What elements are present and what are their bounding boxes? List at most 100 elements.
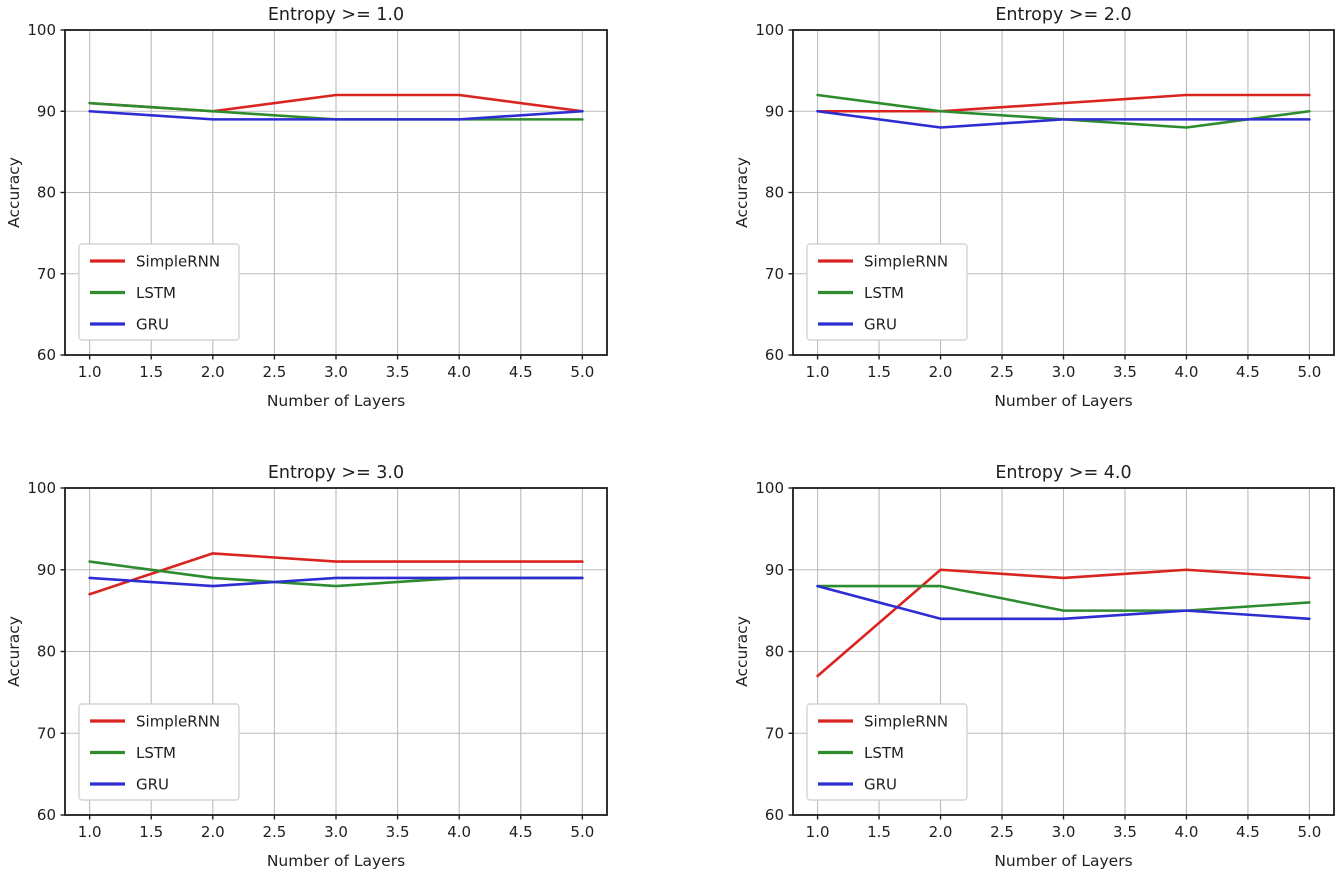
legend-box — [806, 243, 968, 341]
y-tick-label: 100 — [27, 479, 56, 497]
x-tick-label: 1.0 — [806, 363, 830, 381]
legend-label-gru: GRU — [864, 316, 897, 334]
subplot-entropy-3: 1.0 1.5 2.0 2.5 3.0 3.5 4.0 4.5 5.0 60 70 80 90 100 En… — [0, 438, 670, 876]
x-tick-label: 1.0 — [806, 823, 830, 841]
line-gru — [816, 584, 1311, 621]
chart-entropy-2: 1.0 1.5 2.0 2.5 3.0 3.5 4.0 4.5 5.0 60 70 80 90 100 En… — [733, 5, 1335, 410]
x-axis-label: Number of Layers — [267, 392, 405, 410]
legend: SimpleRNN LSTM GRU — [806, 703, 968, 801]
x-tick-label: 4.0 — [447, 363, 471, 381]
legend-label-gru: GRU — [136, 776, 169, 794]
y-tick-label: 70 — [37, 265, 56, 283]
y-tick-label: 80 — [37, 184, 56, 202]
y-tick-label: 80 — [765, 643, 784, 661]
x-axis-label: Number of Layers — [994, 392, 1132, 410]
legend-entry: GRU — [818, 316, 897, 334]
x-tick-label: 4.5 — [509, 363, 533, 381]
subplot-entropy-2: 1.0 1.5 2.0 2.5 3.0 3.5 4.0 4.5 5.0 60 70 80 90 100 En… — [670, 0, 1340, 438]
y-tick-label: 60 — [37, 806, 56, 824]
legend-label-simplernn: SimpleRNN — [136, 253, 220, 271]
x-axis-label: Number of Layers — [994, 852, 1132, 870]
x-tick-label: 3.5 — [386, 363, 410, 381]
x-tick-label: 5.0 — [570, 823, 594, 841]
y-tick-label: 90 — [765, 102, 784, 120]
line-gru — [88, 576, 584, 588]
x-tick-label: 3.0 — [1052, 363, 1076, 381]
y-tick-label: 70 — [765, 724, 784, 742]
y-tick-label: 80 — [37, 643, 56, 661]
line-simplernn — [88, 552, 584, 596]
legend: SimpleRNN LSTM GRU — [806, 243, 968, 341]
y-tick-label: 90 — [37, 561, 56, 579]
line-gru — [816, 109, 1311, 129]
legend-label-simplernn: SimpleRNN — [136, 713, 220, 731]
chart-title: Entropy >= 3.0 — [268, 463, 404, 483]
legend-entry: LSTM — [818, 744, 904, 762]
x-tick-label: 5.0 — [570, 363, 594, 381]
x-tick-label: 2.0 — [929, 823, 953, 841]
x-tick-label: 2.0 — [201, 363, 225, 381]
legend-entry: SimpleRNN — [818, 713, 948, 731]
legend-label-simplernn: SimpleRNN — [864, 253, 948, 271]
x-tick-label: 1.5 — [867, 823, 891, 841]
chart-entropy-1: 1.0 1.5 2.0 2.5 3.0 3.5 4.0 4.5 5.0 60 70 80 90 100 En… — [5, 5, 608, 410]
x-tick-label: 4.5 — [1236, 823, 1260, 841]
y-tick-label: 60 — [765, 346, 784, 364]
x-tick-label: 2.0 — [201, 823, 225, 841]
y-tick-label: 90 — [37, 102, 56, 120]
subplot-entropy-1: 1.0 1.5 2.0 2.5 3.0 3.5 4.0 4.5 5.0 60 70 80 90 100 En… — [0, 0, 670, 438]
x-tick-label: 3.5 — [1113, 823, 1137, 841]
x-tick-label: 3.0 — [324, 363, 348, 381]
x-tick-label: 3.0 — [1052, 823, 1076, 841]
y-tick-label: 80 — [765, 184, 784, 202]
line-simplernn — [816, 93, 1311, 113]
chart-entropy-3: 1.0 1.5 2.0 2.5 3.0 3.5 4.0 4.5 5.0 60 70 80 90 100 En… — [5, 463, 608, 870]
legend-box — [806, 703, 968, 801]
legend-entry: SimpleRNN — [90, 713, 220, 731]
legend-label-lstm: LSTM — [136, 284, 176, 302]
legend-entry: GRU — [90, 316, 169, 334]
x-tick-label: 4.0 — [1175, 363, 1199, 381]
legend-label-lstm: LSTM — [864, 744, 904, 762]
x-tick-label: 1.0 — [78, 363, 102, 381]
legend-label-gru: GRU — [864, 776, 897, 794]
x-axis-label: Number of Layers — [267, 852, 405, 870]
legend-label-simplernn: SimpleRNN — [864, 713, 948, 731]
y-axis-label: Accuracy — [5, 157, 23, 228]
x-tick-label: 4.0 — [447, 823, 471, 841]
line-lstm — [816, 584, 1311, 612]
x-tick-label: 3.5 — [1113, 363, 1137, 381]
x-tick-label: 4.5 — [1236, 363, 1260, 381]
y-tick-label: 100 — [755, 21, 784, 39]
x-tick-label: 2.0 — [929, 363, 953, 381]
legend-entry: LSTM — [818, 284, 904, 302]
y-tick-label: 70 — [37, 724, 56, 742]
legend-entry: GRU — [818, 776, 897, 794]
legend-label-lstm: LSTM — [864, 284, 904, 302]
y-axis-label: Accuracy — [733, 616, 751, 687]
legend: SimpleRNN LSTM GRU — [78, 703, 240, 801]
chart-title: Entropy >= 1.0 — [268, 5, 404, 25]
x-tick-label: 1.5 — [139, 363, 163, 381]
y-tick-label: 60 — [37, 346, 56, 364]
x-tick-label: 4.0 — [1175, 823, 1199, 841]
chart-title: Entropy >= 4.0 — [995, 463, 1131, 483]
legend: SimpleRNN LSTM GRU — [78, 243, 240, 341]
y-tick-label: 90 — [765, 561, 784, 579]
legend-entry: SimpleRNN — [90, 253, 220, 271]
legend-label-lstm: LSTM — [136, 744, 176, 762]
x-tick-label: 3.5 — [386, 823, 410, 841]
x-tick-label: 2.5 — [990, 823, 1014, 841]
legend-box — [78, 703, 240, 801]
legend-entry: SimpleRNN — [818, 253, 948, 271]
legend-label-gru: GRU — [136, 316, 169, 334]
line-simplernn — [816, 568, 1311, 678]
y-axis-label: Accuracy — [5, 616, 23, 687]
x-tick-label: 5.0 — [1297, 363, 1321, 381]
legend-entry: LSTM — [90, 284, 176, 302]
legend-entry: GRU — [90, 776, 169, 794]
y-tick-label: 100 — [755, 479, 784, 497]
x-tick-label: 1.0 — [78, 823, 102, 841]
legend-box — [78, 243, 240, 341]
chart-entropy-4: 1.0 1.5 2.0 2.5 3.0 3.5 4.0 4.5 5.0 60 70 80 90 100 En… — [733, 463, 1335, 870]
